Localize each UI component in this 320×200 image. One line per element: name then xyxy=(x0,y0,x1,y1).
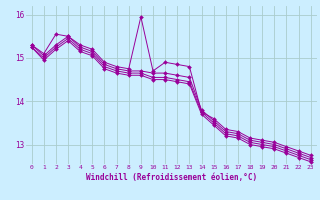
X-axis label: Windchill (Refroidissement éolien,°C): Windchill (Refroidissement éolien,°C) xyxy=(86,173,257,182)
